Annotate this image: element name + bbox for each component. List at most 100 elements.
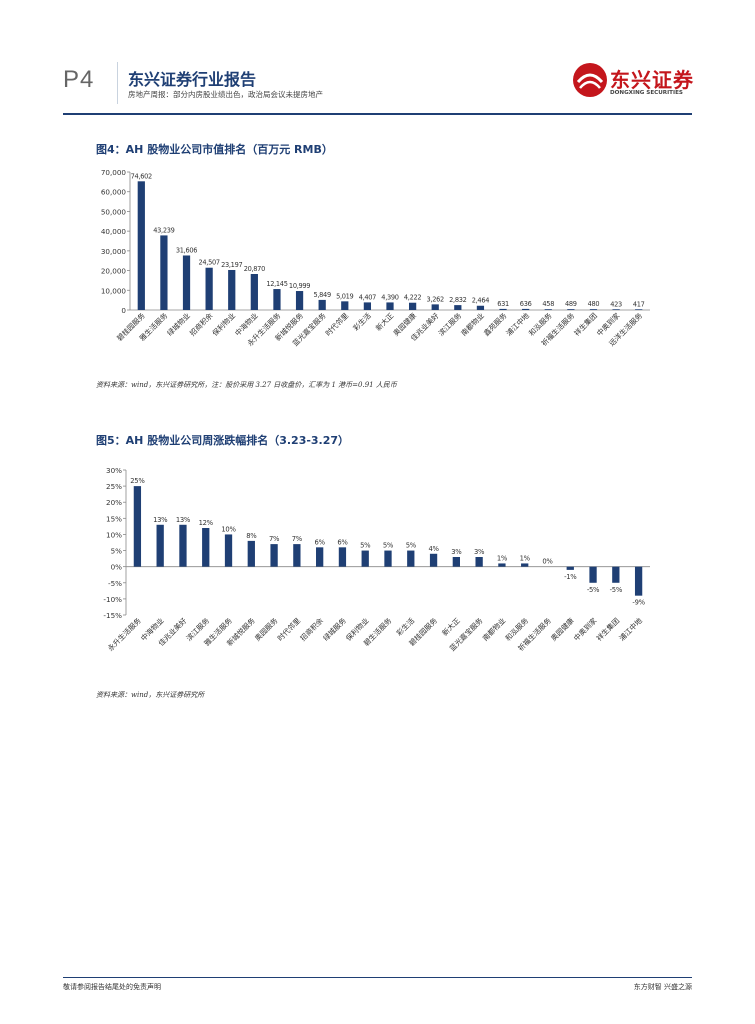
- data-label: 636: [520, 300, 532, 308]
- data-label: 2,832: [449, 296, 466, 304]
- bar: [544, 309, 552, 310]
- y-tick-label: 70,000: [101, 168, 127, 177]
- bar: [361, 550, 369, 567]
- y-tick-label: 20%: [106, 498, 122, 507]
- footer-disclaimer: 敬请参阅报告结尾处的免责声明: [63, 983, 161, 991]
- category-label: 祥生集团: [572, 311, 599, 338]
- data-label: 3%: [474, 548, 485, 556]
- y-tick-label: -10%: [103, 595, 122, 604]
- data-label: 7%: [269, 535, 280, 543]
- category-label: 滨江服务: [437, 311, 464, 338]
- bar: [182, 255, 191, 310]
- y-tick-label: 5%: [111, 547, 123, 556]
- bar: [429, 553, 438, 567]
- data-label: 4,222: [404, 294, 421, 302]
- y-tick-label: 0: [121, 306, 126, 315]
- bar: [634, 566, 643, 596]
- report-subtitle: 房地产周报：部分内房股业绩出色，政治局会议未提房地产: [128, 90, 323, 99]
- y-tick-label: 15%: [106, 514, 122, 523]
- category-label: 时代邻里: [276, 616, 303, 643]
- bar: [612, 309, 620, 310]
- category-label: 南都物业: [481, 616, 508, 643]
- bar: [567, 309, 575, 310]
- category-label: 永升生活服务: [106, 616, 143, 653]
- company-logo-icon: [573, 63, 607, 97]
- data-label: 423: [610, 300, 622, 308]
- data-label: 3,262: [427, 295, 444, 303]
- data-label: 4,407: [359, 293, 376, 301]
- data-label: 12%: [199, 519, 214, 527]
- bar: [156, 524, 164, 567]
- data-label: 417: [633, 300, 645, 308]
- report-title: 东兴证券行业报告: [128, 70, 257, 89]
- y-tick-label: 40,000: [101, 227, 127, 236]
- data-label: 74,602: [131, 172, 152, 180]
- bar: [589, 309, 598, 310]
- y-tick-label: 10,000: [101, 286, 127, 295]
- bar: [612, 566, 620, 583]
- data-label: 6%: [337, 538, 348, 546]
- bar: [179, 524, 187, 567]
- y-tick-label: 50,000: [101, 207, 127, 216]
- data-label: 4,390: [381, 293, 398, 301]
- bar: [635, 309, 643, 310]
- data-label: 24,507: [198, 259, 219, 267]
- data-label: 1%: [497, 554, 508, 562]
- category-label: 南都物业: [459, 311, 486, 338]
- category-label: 彩生活: [351, 311, 373, 333]
- category-label: 祥生集团: [595, 616, 622, 643]
- data-label: -1%: [564, 573, 577, 581]
- page-number: P4: [63, 66, 95, 93]
- bar: [498, 563, 506, 567]
- data-label: 0%: [542, 558, 553, 566]
- bar: [247, 540, 255, 567]
- bar: [250, 273, 258, 310]
- bar: [316, 547, 324, 567]
- bar: [363, 302, 372, 310]
- bar: [386, 302, 394, 310]
- data-label: 480: [588, 300, 600, 308]
- y-tick-label: 30,000: [101, 247, 127, 256]
- data-label: 3%: [451, 548, 462, 556]
- category-label: 奥园服务: [253, 616, 280, 643]
- data-label: 5%: [360, 542, 371, 550]
- category-label: 浦江中地: [504, 311, 531, 338]
- figure-title: 图4：AH 股物业公司市值排名（百万元 RMB）: [96, 143, 333, 156]
- category-label: 浦江中地: [617, 616, 644, 643]
- data-label: 10,999: [289, 282, 310, 290]
- bar: [341, 301, 349, 310]
- category-label: 奥园健康: [549, 616, 576, 643]
- header-rule: [63, 113, 692, 115]
- data-label: 7%: [292, 535, 303, 543]
- y-tick-label: 25%: [106, 482, 122, 491]
- category-label: 中奥到家: [572, 616, 599, 643]
- bar: [407, 550, 415, 567]
- data-label: 5%: [383, 542, 394, 550]
- bar: [338, 547, 347, 567]
- data-label: 458: [542, 300, 554, 308]
- y-tick-label: 20,000: [101, 267, 127, 276]
- bar: [521, 563, 529, 567]
- data-label: 43,239: [153, 226, 174, 234]
- bar: [318, 299, 326, 310]
- bar: [133, 486, 142, 567]
- y-tick-label: -15%: [103, 611, 122, 620]
- data-label: 6%: [315, 538, 326, 546]
- weekly-change-chart: -15% -10% -5% 0% 5% 10% 15% 20% 25% 30% 25% 永升生活服务 1…: [103, 466, 650, 653]
- data-label: 31,606: [176, 246, 197, 254]
- data-label: 5,019: [336, 292, 353, 300]
- data-label: -5%: [610, 586, 623, 594]
- bar: [566, 566, 574, 570]
- market-cap-chart: 0 10,000 20,000 30,000 40,000 50,000 60,000 70,…: [101, 168, 650, 348]
- bar: [475, 557, 483, 567]
- bar: [589, 566, 597, 583]
- data-label: 20,870: [244, 265, 265, 273]
- data-label: 5,849: [313, 291, 330, 299]
- category-label: 招商积余: [298, 615, 325, 642]
- data-label: 23,197: [221, 261, 242, 269]
- y-tick-label: 30%: [106, 466, 122, 475]
- bar: [270, 544, 278, 567]
- data-label: 12,145: [266, 280, 287, 288]
- data-label: 8%: [246, 532, 257, 540]
- bar: [293, 544, 301, 567]
